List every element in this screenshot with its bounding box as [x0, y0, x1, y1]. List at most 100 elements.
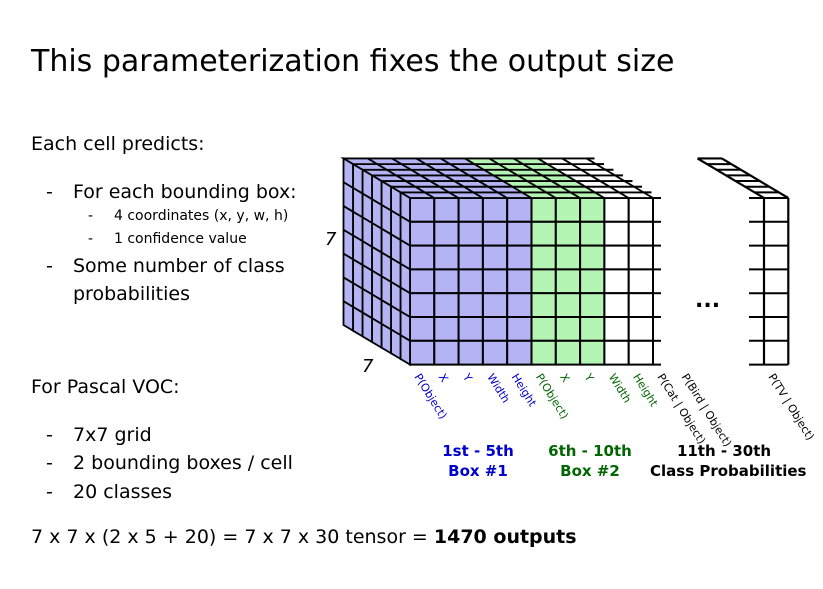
bullet-dash: -: [46, 424, 53, 446]
voc-item-boxes: 2 bounding boxes / cell: [73, 452, 293, 474]
group-box1-name: Box #1: [448, 462, 508, 480]
group-classes-name: Class Probabilities: [650, 462, 807, 480]
voc-item-classes: 20 classes: [73, 481, 172, 503]
tensor-cell: [530, 292, 557, 319]
tensor-cell: [627, 244, 655, 271]
tensor-cell: [457, 292, 484, 319]
tensor-side-cell: [390, 327, 402, 361]
tensor-cell: [554, 244, 582, 271]
group-box2-range: 6th - 10th: [548, 442, 632, 460]
tensor-cell: [554, 268, 582, 295]
tensor-cell: [506, 220, 533, 247]
box1-channel-label: Y: [460, 370, 475, 384]
tensor-cell: [579, 268, 606, 295]
box1-channel-label: Width: [484, 371, 512, 405]
group-box2: 6th - 10th Box #2: [545, 441, 635, 481]
ellipsis: ...: [695, 288, 720, 313]
tensor-cell: [530, 244, 557, 271]
tensor-cell: [603, 244, 630, 271]
tensor-side-cell: [361, 310, 373, 344]
tensor-cell: [433, 292, 460, 319]
tensor-cell: [530, 197, 557, 223]
bullet-bounding-box: For each bounding box:: [73, 181, 297, 203]
box2-channel-label: Y: [581, 370, 596, 384]
tensor-cell: [433, 197, 460, 223]
tensor-cell: [409, 268, 436, 295]
tensor-cell: [409, 316, 436, 342]
tensor-side-cell: [399, 333, 411, 367]
tensor-cell: [481, 197, 509, 223]
tensor-cell: [603, 292, 630, 319]
tensor-cell: [603, 316, 630, 342]
tensor-side-cell: [380, 322, 392, 355]
tensor-cell: [506, 316, 533, 342]
tensor-cell: [530, 220, 557, 247]
class-slices: [586, 157, 790, 366]
group-box2-name: Box #2: [560, 462, 620, 480]
tensor-cell: [603, 268, 630, 295]
pascal-voc-heading: For Pascal VOC:: [31, 376, 180, 398]
group-classes-range: 11th - 30th: [676, 442, 772, 460]
tensor-cell: [579, 316, 606, 342]
tensor-cell: [409, 220, 436, 247]
tensor-cell: [554, 197, 582, 223]
tensor-cell: [506, 197, 533, 223]
bullet-dash: -: [46, 452, 53, 474]
tensor-cell: [457, 339, 484, 366]
tensor-cell: [433, 244, 460, 271]
formula-text: 7 x 7 x (2 x 5 + 20) = 7 x 7 x 30 tensor…: [31, 526, 434, 548]
tensor-cell: [554, 339, 582, 366]
tensor-cell: [579, 197, 606, 223]
tensor-cell: [579, 244, 606, 271]
tensor-cell: [627, 268, 655, 295]
tensor-cell: [457, 244, 484, 271]
tensor-cell: [481, 339, 509, 366]
tensor-cell: [481, 220, 509, 247]
tensor-cell: [627, 197, 655, 223]
tensor-cell: [409, 244, 436, 271]
tensor-side-cell: [352, 305, 364, 338]
tensor-cell: [554, 292, 582, 319]
tensor-cell: [433, 268, 460, 295]
voc-item-grid: 7x7 grid: [73, 424, 152, 446]
box2-channel-label: X: [557, 371, 572, 385]
group-box1-range: 1st - 5th: [442, 442, 514, 460]
tensor-cell: [603, 339, 630, 366]
tensor-cell: [481, 292, 509, 319]
tensor-cell: [433, 339, 460, 366]
tensor-cell: [603, 197, 630, 223]
tensor-cell: [409, 339, 436, 366]
tensor-cell: [506, 339, 533, 366]
dimension-height-label: 7: [325, 229, 337, 250]
tensor-cell: [579, 292, 606, 319]
tensor-side-cell: [371, 316, 383, 350]
tensor-cell: [433, 220, 460, 247]
group-box1: 1st - 5th Box #1: [438, 441, 518, 481]
tensor-side-cell: [342, 299, 354, 333]
tensor-cell: [627, 220, 655, 247]
tensor-cell: [530, 316, 557, 342]
tensor-cell: [627, 339, 655, 366]
tensor-cell: [579, 339, 606, 366]
tensor-cell: [457, 197, 484, 223]
bullet-dash: -: [46, 481, 53, 503]
formula-outputs: 1470 outputs: [433, 526, 577, 548]
bullet-class-probabilities-line2: probabilities: [73, 283, 190, 305]
tensor-cell: [457, 268, 484, 295]
tensor-cell: [409, 197, 436, 223]
tensor-cell: [457, 220, 484, 247]
bullet-class-probabilities-line1: Some number of class: [73, 255, 285, 277]
tensor-cell: [481, 244, 509, 271]
tensor-cell: [506, 292, 533, 319]
tensor-cube: [340, 156, 657, 367]
tensor-cell: [457, 316, 484, 342]
class-channel-label: P(TV | Object): [765, 371, 816, 442]
sub-bullet-dash: -: [88, 231, 94, 247]
each-cell-heading: Each cell predicts:: [31, 133, 205, 155]
tensor-cell: [433, 316, 460, 342]
tensor-cell: [627, 316, 655, 342]
tensor-cell: [554, 316, 582, 342]
tensor-cell: [603, 220, 630, 247]
dimension-depth-label: 7: [362, 356, 374, 377]
